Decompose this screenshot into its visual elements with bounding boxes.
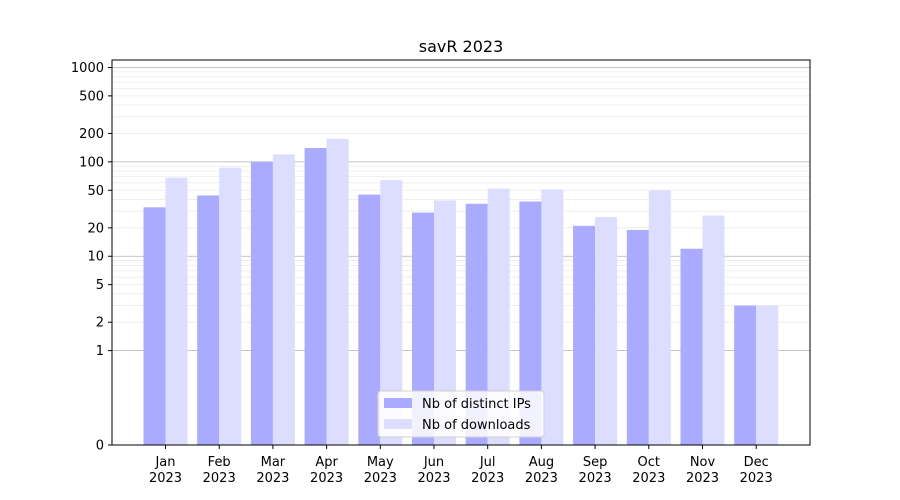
x-tick-label: Oct 2023: [632, 455, 665, 486]
x-tick-year: 2023: [579, 471, 612, 486]
x-tick-month: Aug: [529, 455, 554, 470]
x-tick-label: May 2023: [364, 455, 397, 486]
x-tick-year: 2023: [256, 471, 289, 486]
legend: Nb of distinct IPs Nb of downloads: [377, 390, 545, 438]
x-tick-year: 2023: [686, 471, 719, 486]
plot-frame: [111, 59, 811, 446]
legend-label: Nb of distinct IPs: [422, 397, 531, 412]
x-tick-month: Feb: [208, 455, 231, 470]
x-tick-year: 2023: [417, 471, 450, 486]
x-tick-label: Sep 2023: [579, 455, 612, 486]
bar-distinct-ips: [573, 225, 596, 445]
y-tick-label: 1: [96, 344, 104, 359]
y-tick-label: 500: [79, 89, 104, 104]
bar-distinct-ips: [197, 195, 220, 445]
y-tick-label: 100: [79, 155, 104, 170]
x-tick-month: Apr: [315, 455, 338, 470]
x-tick-month: Mar: [261, 455, 286, 470]
x-tick-year: 2023: [364, 471, 397, 486]
x-tick-month: Jan: [154, 455, 175, 470]
bar-downloads: [326, 138, 349, 445]
x-tick-label: Jun 2023: [417, 455, 450, 486]
bar-downloads: [702, 215, 725, 445]
x-tick-label: Feb 2023: [203, 455, 236, 486]
bar-distinct-ips: [250, 161, 273, 445]
x-tick-label: Dec 2023: [740, 455, 773, 486]
bar-distinct-ips: [626, 229, 649, 445]
bar-distinct-ips: [465, 203, 488, 445]
legend-label: Nb of downloads: [422, 418, 531, 433]
x-tick-month: Dec: [744, 455, 769, 470]
bar-downloads: [595, 217, 618, 445]
x-tick-label: Jul 2023: [471, 455, 504, 486]
y-tick-label: 0: [96, 439, 104, 454]
x-tick-label: Mar 2023: [256, 455, 289, 486]
bar-downloads: [380, 180, 403, 445]
x-tick-label: Apr 2023: [310, 455, 343, 486]
x-tick-month: Sep: [583, 455, 608, 470]
bar-distinct-ips: [519, 201, 542, 445]
bar-downloads: [434, 200, 456, 445]
bar-distinct-ips: [143, 207, 166, 445]
bar-downloads: [648, 190, 671, 445]
bar-distinct-ips: [680, 248, 703, 445]
x-tick-month: Nov: [690, 455, 716, 470]
y-tick-label: 20: [87, 221, 104, 236]
y-tick-label: 10: [87, 250, 104, 265]
y-tick-label: 1000: [71, 61, 104, 76]
y-tick-label: 200: [79, 127, 104, 142]
x-tick-year: 2023: [525, 471, 558, 486]
bar-downloads: [219, 167, 242, 445]
x-tick-year: 2023: [310, 471, 343, 486]
y-axis: 0 1 2 5 10 20 50 100 200 500 1000: [71, 61, 112, 454]
x-tick-year: 2023: [471, 471, 504, 486]
x-tick-month: Oct: [638, 455, 660, 470]
bar-downloads: [165, 177, 188, 446]
x-tick-label: Aug 2023: [525, 455, 558, 486]
y-tick-label: 50: [87, 184, 104, 199]
x-tick-year: 2023: [203, 471, 236, 486]
bars: [143, 138, 779, 446]
legend-box: [377, 390, 545, 438]
x-tick-label: Nov 2023: [686, 455, 719, 486]
bar-downloads: [756, 305, 779, 445]
x-tick-year: 2023: [740, 471, 773, 486]
bar-downloads: [541, 189, 564, 445]
x-tick-year: 2023: [149, 471, 182, 486]
x-tick-month: May: [367, 455, 394, 470]
x-tick-month: Jul: [479, 455, 496, 470]
bar-distinct-ips: [412, 212, 434, 445]
bar-downloads: [272, 154, 295, 445]
y-tick-label: 5: [96, 278, 104, 293]
chart-title: savR 2023: [419, 37, 504, 56]
legend-swatch: [384, 398, 412, 408]
y-tick-label: 2: [96, 316, 104, 331]
x-tick-label: Jan 2023: [149, 455, 182, 486]
bar-downloads: [487, 188, 510, 445]
x-tick-month: Jun: [423, 455, 444, 470]
legend-swatch: [384, 419, 412, 429]
bar-distinct-ips: [358, 194, 381, 445]
x-tick-year: 2023: [632, 471, 665, 486]
bar-distinct-ips: [734, 305, 757, 445]
bar-distinct-ips: [304, 148, 327, 445]
